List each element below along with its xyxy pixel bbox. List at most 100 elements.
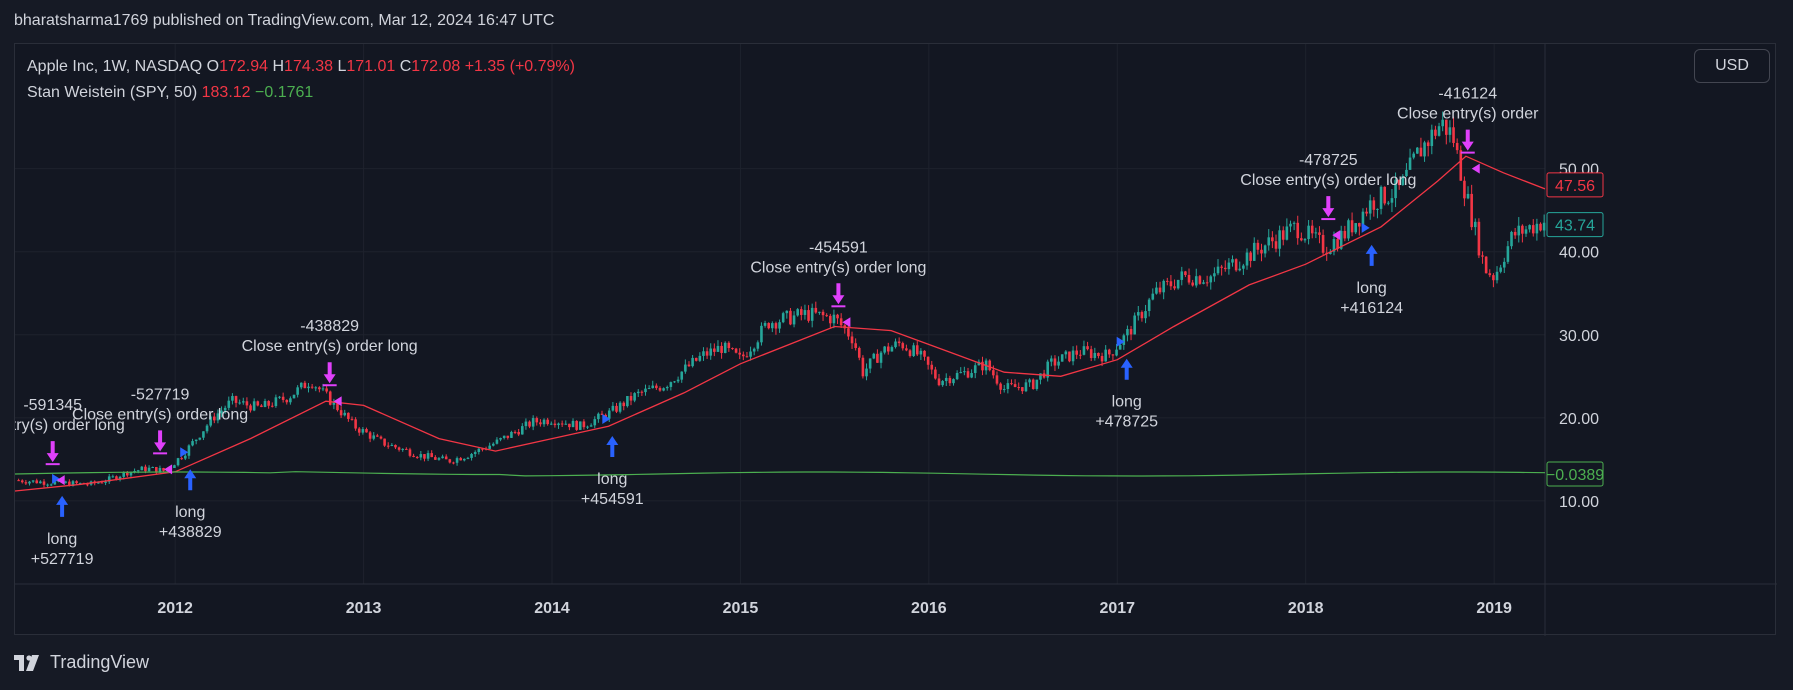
signal-value: -416124 [1438, 86, 1497, 103]
candle-body [549, 423, 553, 425]
x-tick-label: 2017 [1099, 600, 1135, 617]
candle-body [941, 381, 944, 386]
candle-body [187, 445, 191, 456]
candle-body [1028, 379, 1031, 383]
candle-body [546, 419, 549, 425]
candle-body [1278, 230, 1281, 249]
candle-body [49, 484, 53, 486]
candle-body [618, 402, 622, 412]
candle-body [738, 352, 742, 355]
candle-body [876, 353, 879, 363]
candle-body [973, 365, 977, 374]
candle-body [1198, 276, 1202, 284]
candle-body [1499, 267, 1502, 272]
candle-body [524, 421, 528, 427]
candle-body [789, 310, 792, 325]
candle-body [1542, 222, 1546, 231]
candle-body [278, 396, 281, 398]
candle-body [629, 396, 633, 401]
candle-body [318, 387, 321, 390]
candle-body [756, 342, 760, 349]
candle-body [118, 476, 122, 480]
candle-body [1191, 282, 1194, 286]
candle-body [952, 379, 955, 384]
y-tick-label: 30.00 [1559, 328, 1599, 345]
symbol-label[interactable]: Apple Inc, 1W, NASDAQ [27, 58, 203, 75]
close-order-marker-icon [842, 317, 851, 328]
candle-body [694, 357, 698, 361]
close-order-marker-icon [1471, 163, 1480, 174]
candle-body [727, 342, 731, 349]
long-entry-marker-icon [1361, 222, 1370, 233]
candle-body [328, 391, 332, 405]
candle-body [1394, 179, 1397, 199]
candle-body [1379, 186, 1383, 209]
candle-body [1002, 389, 1006, 391]
candle-body [1528, 225, 1531, 230]
candle-body [354, 419, 357, 429]
publish-info: bharatsharma1769 published on TradingVie… [14, 12, 555, 29]
symbol-row: Apple Inc, 1W, NASDAQ O172.94 H174.38 L1… [27, 54, 575, 80]
candle-body [227, 400, 231, 408]
candle-body [539, 422, 542, 425]
candle-body [470, 453, 473, 458]
candle-body [347, 412, 350, 419]
candle-body [452, 462, 455, 464]
tradingview-footer[interactable]: TradingView [14, 652, 149, 673]
candle-body [1510, 231, 1513, 247]
candle-body [202, 431, 205, 438]
candle-body [158, 467, 162, 473]
candle-body [1227, 262, 1231, 270]
candle-body [861, 357, 865, 377]
candle-body [35, 480, 39, 484]
close-order-arrow-icon [154, 430, 167, 452]
candle-body [1136, 312, 1140, 316]
candle-body [1104, 349, 1107, 362]
candle-body [647, 388, 651, 390]
candle-body [1296, 222, 1300, 239]
candle-body [379, 436, 383, 439]
candle-body [1184, 271, 1187, 275]
candle-body [781, 313, 785, 323]
candle-body [1216, 266, 1220, 274]
signal-label: Close entry(s) order long [72, 406, 248, 423]
x-tick-label: 2013 [346, 600, 382, 617]
candle-body [513, 431, 517, 433]
candle-body [1365, 211, 1368, 214]
candle-body [1093, 352, 1097, 358]
candle-body [64, 481, 68, 483]
chart-area[interactable]: 2012 2013 2014 2015 2016 2017 2018 2019 10.00 20.… [14, 43, 1777, 636]
candle-body [535, 418, 539, 423]
candle-body [883, 346, 886, 353]
candle-body [1495, 271, 1499, 281]
candle-body [86, 484, 89, 486]
candle-body [1412, 153, 1415, 158]
candle-body [687, 364, 691, 367]
candle-body [376, 435, 379, 437]
candle-body [423, 454, 426, 459]
candle-body [1535, 223, 1539, 234]
candle-body [1390, 198, 1394, 203]
candle-body [890, 347, 894, 352]
candle-body [1151, 293, 1155, 300]
candle-body [17, 480, 20, 482]
candle-body [1444, 119, 1448, 135]
indicator-name[interactable]: Stan Weistein (SPY, 50) [27, 84, 198, 101]
candle-body [803, 310, 807, 315]
candle-body [752, 348, 756, 352]
candle-body [1354, 223, 1358, 233]
candle-body [886, 346, 890, 352]
candle-body [1187, 274, 1191, 283]
candle-body [1082, 346, 1086, 355]
candle-body [1242, 265, 1245, 269]
candle-body [1100, 356, 1104, 362]
candle-body [673, 381, 676, 383]
candle-body [1046, 361, 1050, 378]
candle-body [1260, 249, 1263, 254]
price-chart[interactable]: 2012 2013 2014 2015 2016 2017 2018 2019 10.00 20.… [15, 44, 1777, 636]
currency-button[interactable]: USD [1694, 49, 1770, 83]
candle-body [1285, 226, 1289, 240]
signal-value: +438829 [159, 524, 222, 541]
candle-body [194, 439, 198, 442]
candle-body [1024, 382, 1028, 392]
